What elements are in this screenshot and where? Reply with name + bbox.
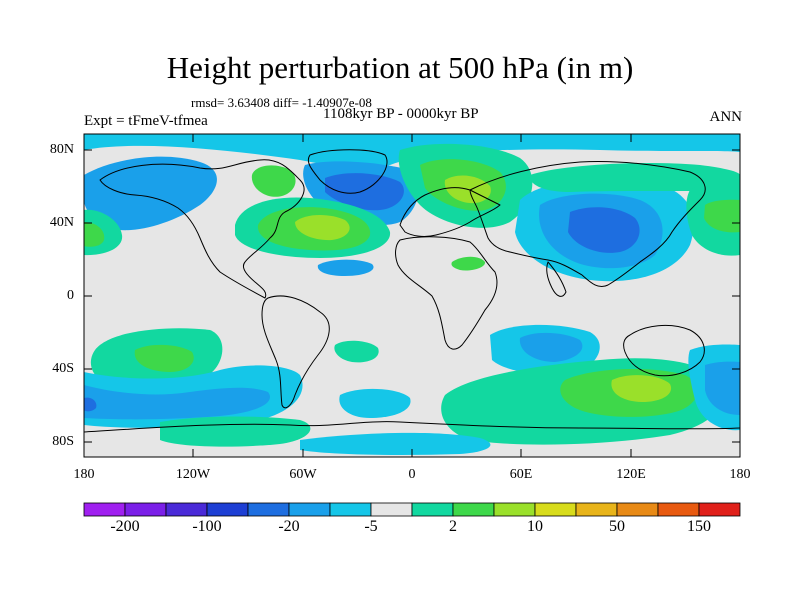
colorbar-label-minus200: -200: [110, 518, 140, 535]
coastlines: [84, 149, 740, 433]
colorbar-box-8: [411, 502, 454, 517]
coast-europe: [399, 187, 501, 237]
contour-wpacific-pos-core: [704, 199, 740, 233]
coast-australia: [623, 325, 705, 377]
coast-south-america: [261, 295, 330, 409]
contour-epacific-pos-core: [84, 222, 105, 247]
coast-africa: [395, 236, 498, 350]
colorbar-label-2: 2: [449, 518, 457, 535]
contour-arctic-asia-pos: [529, 163, 740, 192]
contour-asia-neg-core: [568, 207, 640, 253]
contour-indian-neg-core: [519, 332, 583, 362]
contour-alaska: [84, 156, 217, 231]
colorbar-label-50: 50: [609, 518, 625, 535]
colorbar-box-10: [493, 502, 536, 517]
contour-field: [84, 134, 740, 457]
colorbar-label-150: 150: [687, 518, 711, 535]
contour-greenland-pos: [251, 165, 296, 197]
x-tick-label-120e: 120E: [616, 467, 646, 482]
x-tick-label-180w: 180: [73, 467, 95, 482]
y-tick-label-40n: 40N: [49, 215, 74, 230]
season-label: ANN: [709, 109, 743, 125]
contour-subtrop-atlantic: [317, 259, 374, 276]
period-label: 1108kyr BP - 0000kyr BP: [323, 106, 479, 122]
colorbar-box-7: [370, 502, 413, 517]
colorbar-label-minus5: -5: [364, 518, 378, 535]
colorbar-box-15: [698, 502, 741, 517]
colorbar: [83, 502, 741, 517]
contour-satlantic-neg: [339, 388, 411, 418]
x-tick-label-120w: 120W: [175, 467, 211, 482]
coast-asia: [469, 161, 706, 288]
coast-greenland: [307, 149, 388, 194]
y-tick-label-80n: 80N: [49, 142, 74, 157]
colorbar-label-minus100: -100: [192, 518, 222, 535]
colorbar-box-12: [575, 502, 618, 517]
y-tick-label-40s: 40S: [52, 361, 74, 376]
colorbar-box-6: [329, 502, 372, 517]
x-tick-label-0: 0: [408, 467, 416, 482]
colorbar-box-5: [288, 502, 331, 517]
colorbar-box-1: [124, 502, 167, 517]
coast-india: [546, 261, 567, 297]
colorbar-box-14: [657, 502, 700, 517]
contour-satlantic-pos: [334, 340, 379, 363]
plot-title: Height perturbation at 500 hPa (in m): [166, 50, 634, 85]
colorbar-label-10: 10: [527, 518, 543, 535]
colorbar-box-13: [616, 502, 659, 517]
colorbar-box-2: [165, 502, 208, 517]
coast-antarctica: [84, 421, 740, 433]
contour-drake-pos: [160, 416, 311, 447]
contour-namerica-pos-core: [295, 214, 350, 241]
colorbar-box-3: [206, 502, 249, 517]
y-tick-label-80s: 80S: [52, 434, 74, 449]
contour-natlantic-neg-core: [325, 173, 404, 211]
y-tick-marks: [84, 149, 740, 443]
x-tick-marks: [192, 134, 632, 457]
colorbar-box-9: [452, 502, 495, 517]
contour-antarctic-neg: [300, 432, 491, 455]
colorbar-box-0: [83, 502, 126, 517]
contour-spacific-neg-core: [84, 397, 97, 412]
x-tick-label-60w: 60W: [289, 467, 317, 482]
y-tick-label-0: 0: [67, 288, 74, 303]
stats-line: rmsd= 3.63408 diff= -1.40907e-08: [191, 95, 372, 110]
contour-sindian-pos-core: [611, 375, 672, 402]
colorbar-label-minus20: -20: [278, 518, 300, 535]
contour-spacific-neg-mid: [84, 385, 270, 420]
x-tick-label-180e: 180: [729, 467, 751, 482]
colorbar-box-11: [534, 502, 577, 517]
colorbar-box-4: [247, 502, 290, 517]
experiment-label: Expt = tFmeV-tfmea: [84, 113, 208, 129]
contour-subtrop-africa: [451, 256, 486, 271]
contour-sepacific-neg-core: [705, 361, 740, 415]
x-tick-label-60e: 60E: [509, 467, 533, 482]
coast-north-america: [99, 159, 305, 299]
contour-spacific-pos-core: [134, 344, 194, 372]
